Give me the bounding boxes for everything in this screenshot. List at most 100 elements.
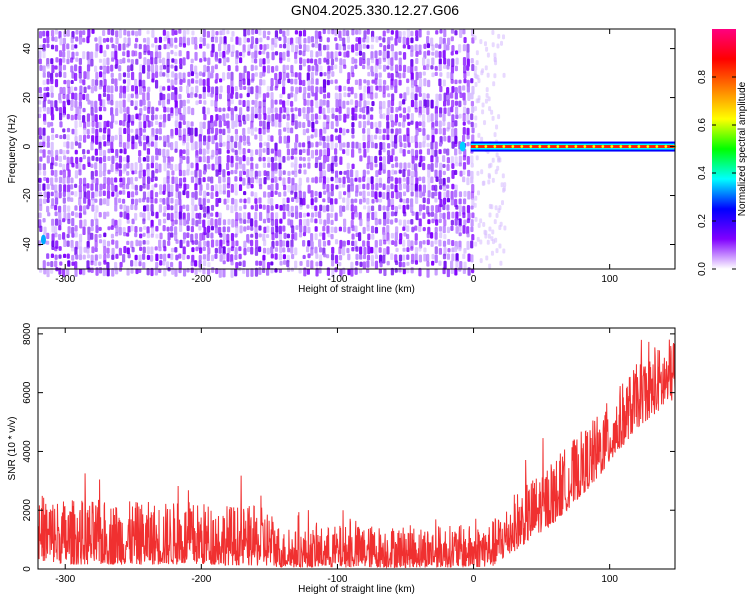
noise-cell [146,240,150,245]
noise-cell [291,253,295,260]
noise-cell [334,37,338,42]
noise-cell [126,43,130,48]
noise-cell [406,261,410,266]
noise-cell [39,44,43,51]
noise-hot-cell [459,141,466,152]
noise-cell [142,114,147,122]
noise-cell [250,218,254,227]
noise-cell [322,44,327,51]
noise-cell [322,141,326,149]
noise-cell [150,204,154,212]
noise-cell [370,65,374,73]
noise-cell [50,177,54,186]
x-tick-label: -100 [327,274,347,285]
noise-cell [174,58,178,65]
noise-cell [418,127,422,132]
noise-cell [347,177,351,184]
noise-cell [378,72,382,78]
noise-cell [151,29,155,38]
noise-cell [170,261,174,268]
noise-cell [255,149,259,155]
noise-cell [418,211,422,216]
noise-cell [259,134,263,142]
noise-cell [146,232,150,239]
noise-cell [451,183,455,190]
noise-cell [214,107,218,112]
noise-cell [398,51,402,56]
noise-cell [111,135,115,142]
noise-cell [166,176,170,184]
noise-cell [378,85,382,92]
noise-cell [158,163,162,173]
noise-cell [170,247,175,253]
noise-cell [178,93,182,100]
noise-cell [399,162,403,169]
noise-cell [467,253,471,262]
noise-cell [362,261,366,270]
noise-cell [366,197,370,205]
noise-cell [254,134,258,140]
noise-cell [226,149,230,154]
noise-cell [354,106,358,113]
noise-cell [318,141,322,146]
noise-cell [222,169,226,178]
noise-cell [46,78,50,85]
noise-cell [466,218,470,224]
noise-cell [394,232,398,241]
noise-cell [286,260,290,268]
noise-cell [222,176,226,183]
noise-cell [94,65,98,73]
noise-cell [266,142,270,150]
noise-cell [62,64,67,71]
noise-cell [226,30,230,35]
noise-cell [479,258,483,264]
noise-cell [198,169,202,178]
noise-cell [59,86,63,95]
noise-cell [58,50,63,58]
noise-cell [346,128,350,134]
noise-cell [411,85,415,94]
noise-cell [286,204,290,212]
noise-cell [406,233,410,240]
noise-cell [386,260,390,266]
noise-cell [203,100,207,105]
noise-cell [298,184,302,193]
noise-cell [370,107,374,112]
noise-cell [395,106,399,113]
noise-cell [234,204,238,212]
noise-cell [242,78,246,85]
noise-cell [339,142,343,151]
noise-cell [46,36,50,44]
noise-cell [354,190,359,197]
noise-cell [202,219,206,228]
noise-cell [146,204,150,212]
noise-cell [330,134,334,142]
noise-cell [270,253,274,259]
noise-cell [434,197,438,203]
noise-cell [378,135,382,140]
noise-cell [90,183,94,191]
noise-cell [443,43,447,52]
noise-cell [286,141,290,149]
noise-cell [427,183,431,192]
noise-cell [154,120,159,126]
noise-cell [106,85,111,93]
noise-cell [83,127,87,135]
noise-cell [279,246,283,254]
noise-cell [454,30,458,36]
noise-cell [442,121,446,127]
noise-cell [462,134,466,143]
noise-cell [338,226,343,232]
noise-cell [346,78,350,85]
noise-cell [343,170,347,175]
noise-cell [242,114,246,122]
noise-cell [74,261,78,270]
noise-cell [299,260,303,266]
noise-cell [406,127,410,136]
y-tick-label: 20 [22,92,33,104]
noise-cell [179,239,183,249]
noise-cell [487,179,491,185]
noise-cell [346,141,350,148]
noise-cell [458,155,462,164]
noise-cell [178,268,182,274]
